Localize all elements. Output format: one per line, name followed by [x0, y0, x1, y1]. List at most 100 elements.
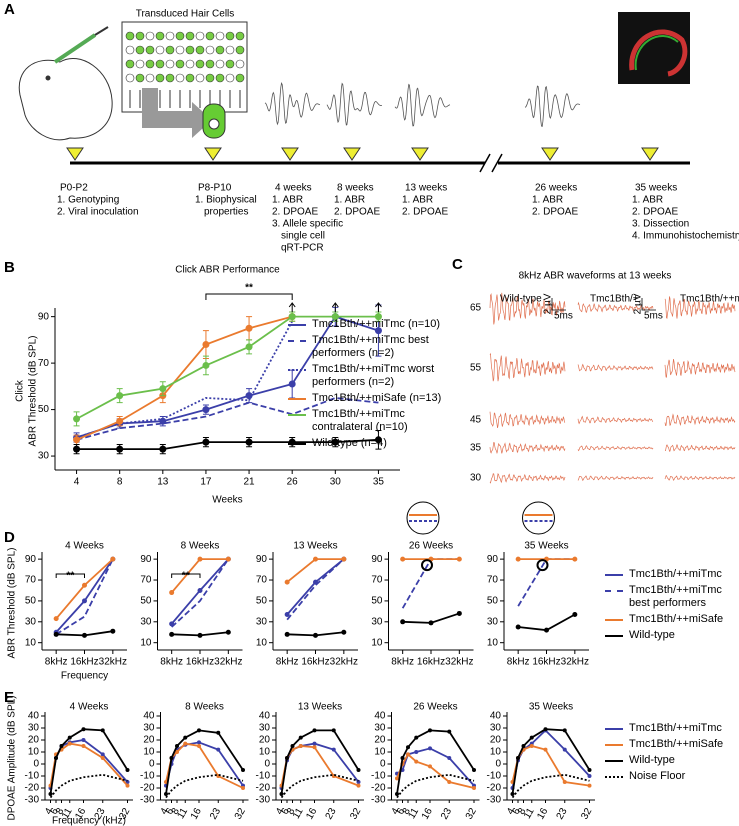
point	[562, 728, 567, 733]
significance-bracket	[171, 573, 201, 578]
y-tick-label: 30	[38, 451, 50, 462]
x-tick-label: 32	[233, 806, 248, 822]
point	[356, 783, 361, 788]
series-line	[76, 315, 293, 441]
legend-swatch	[288, 398, 306, 400]
timepoint-item: 1. ABR	[632, 195, 663, 206]
point	[341, 629, 347, 635]
significance: **	[245, 283, 253, 294]
x-tick-label: 4	[43, 806, 56, 817]
point	[241, 768, 245, 772]
point	[428, 728, 432, 733]
hair-cell-icon	[225, 59, 235, 69]
y-tick-label: 70	[25, 575, 37, 586]
scale-amplitude: 2 µV	[633, 293, 644, 314]
abr-icon	[264, 81, 321, 126]
hair-cell-icon	[235, 59, 245, 69]
legend-swatch	[605, 574, 623, 576]
legend-label: Tmc1Bth/++miTmc best performers	[629, 584, 722, 609]
legend: Tmc1Bth/++miTmc Tmc1Bth/++miTmc best perf…	[605, 568, 735, 645]
hair-cell-icon	[145, 31, 155, 41]
scale-bar	[551, 298, 566, 311]
legend-label: Tmc1Bth/++miSafe	[629, 613, 724, 625]
series-line	[286, 558, 345, 621]
point	[245, 324, 253, 332]
point	[331, 747, 336, 752]
timepoint-marker	[66, 147, 84, 161]
y-tick-label: 70	[140, 575, 152, 586]
y-tick-label: -30	[371, 795, 386, 806]
y-tick-label: 90	[140, 554, 152, 565]
legend-label: Noise Floor	[629, 770, 686, 782]
point	[53, 631, 59, 637]
timepoint-label: 4 weeks	[275, 183, 312, 194]
hair-cell-icon	[155, 73, 165, 83]
point	[414, 759, 419, 764]
scale-bar	[641, 298, 656, 311]
timepoint-marker	[281, 147, 299, 161]
legend-label: Tmc1Bth/++miTmc	[629, 722, 722, 734]
point	[400, 756, 405, 760]
significance-bracket	[205, 293, 293, 300]
legend-swatch	[605, 728, 623, 730]
x-tick-label: 11	[406, 806, 421, 821]
timepoint-item: 2. DPOAE	[532, 207, 578, 218]
point	[81, 744, 86, 748]
x-tick-label: 32	[464, 806, 479, 822]
y-tick-label: 90	[256, 554, 268, 565]
chart-title: Click ABR Performance	[175, 265, 280, 276]
point	[414, 750, 419, 754]
point	[290, 744, 295, 748]
point	[543, 727, 548, 732]
legend-entry: Tmc1Bth/++miSafe (n=13)	[288, 392, 448, 405]
point	[110, 628, 116, 634]
abr-icon	[394, 83, 451, 127]
timepoint-label: 35 weeks	[635, 183, 677, 194]
hair-cell-icon	[125, 45, 135, 55]
y-tick-label: 30	[143, 723, 155, 734]
timepoint-label: 13 weeks	[405, 183, 447, 194]
point	[159, 445, 167, 453]
y-tick-label: 30	[28, 723, 40, 734]
abr-waveform	[489, 473, 566, 484]
point	[331, 728, 336, 733]
level-label: 30	[470, 473, 482, 484]
zoom-lens	[406, 501, 440, 535]
point	[284, 611, 290, 617]
abr-waveform	[577, 415, 654, 425]
y-tick-label: 30	[259, 723, 271, 734]
point	[516, 756, 520, 760]
series-line	[286, 558, 344, 583]
level-label: 55	[470, 363, 482, 374]
point	[472, 786, 476, 790]
chart-title: 35 Weeks	[524, 541, 568, 552]
y-tick-label: 50	[371, 596, 383, 607]
x-tick-label: 13	[157, 477, 169, 488]
timepoint-item: properties	[204, 207, 248, 218]
y-tick-label: 90	[487, 554, 499, 565]
y-tick-label: 70	[371, 575, 383, 586]
x-tick-label: 32	[348, 806, 363, 822]
point	[331, 438, 339, 446]
hair-cell-icon	[205, 59, 215, 69]
x-tick-label: 26	[287, 477, 299, 488]
point	[544, 627, 549, 633]
y-tick-label: 20	[143, 735, 155, 746]
x-tick-label: 21	[244, 477, 256, 488]
point	[116, 392, 124, 400]
x-tick-label: 8kHz	[160, 657, 183, 668]
point	[81, 727, 86, 732]
legend: Tmc1Bth/++miTmc Tmc1Bth/++miSafe Wild-type…	[605, 722, 735, 786]
point	[374, 313, 382, 321]
point	[116, 417, 124, 425]
point	[288, 313, 296, 321]
y-tick-label: 20	[28, 735, 40, 746]
abr-icon	[524, 85, 581, 127]
point	[298, 735, 303, 740]
hair-cell-icon	[165, 45, 175, 55]
point	[67, 741, 72, 746]
legend-label: Tmc1Bth/++miTmc worst performers (n=2)	[312, 363, 435, 388]
timepoint-label: 8 weeks	[337, 183, 374, 194]
hair-cell-icon	[155, 31, 165, 41]
